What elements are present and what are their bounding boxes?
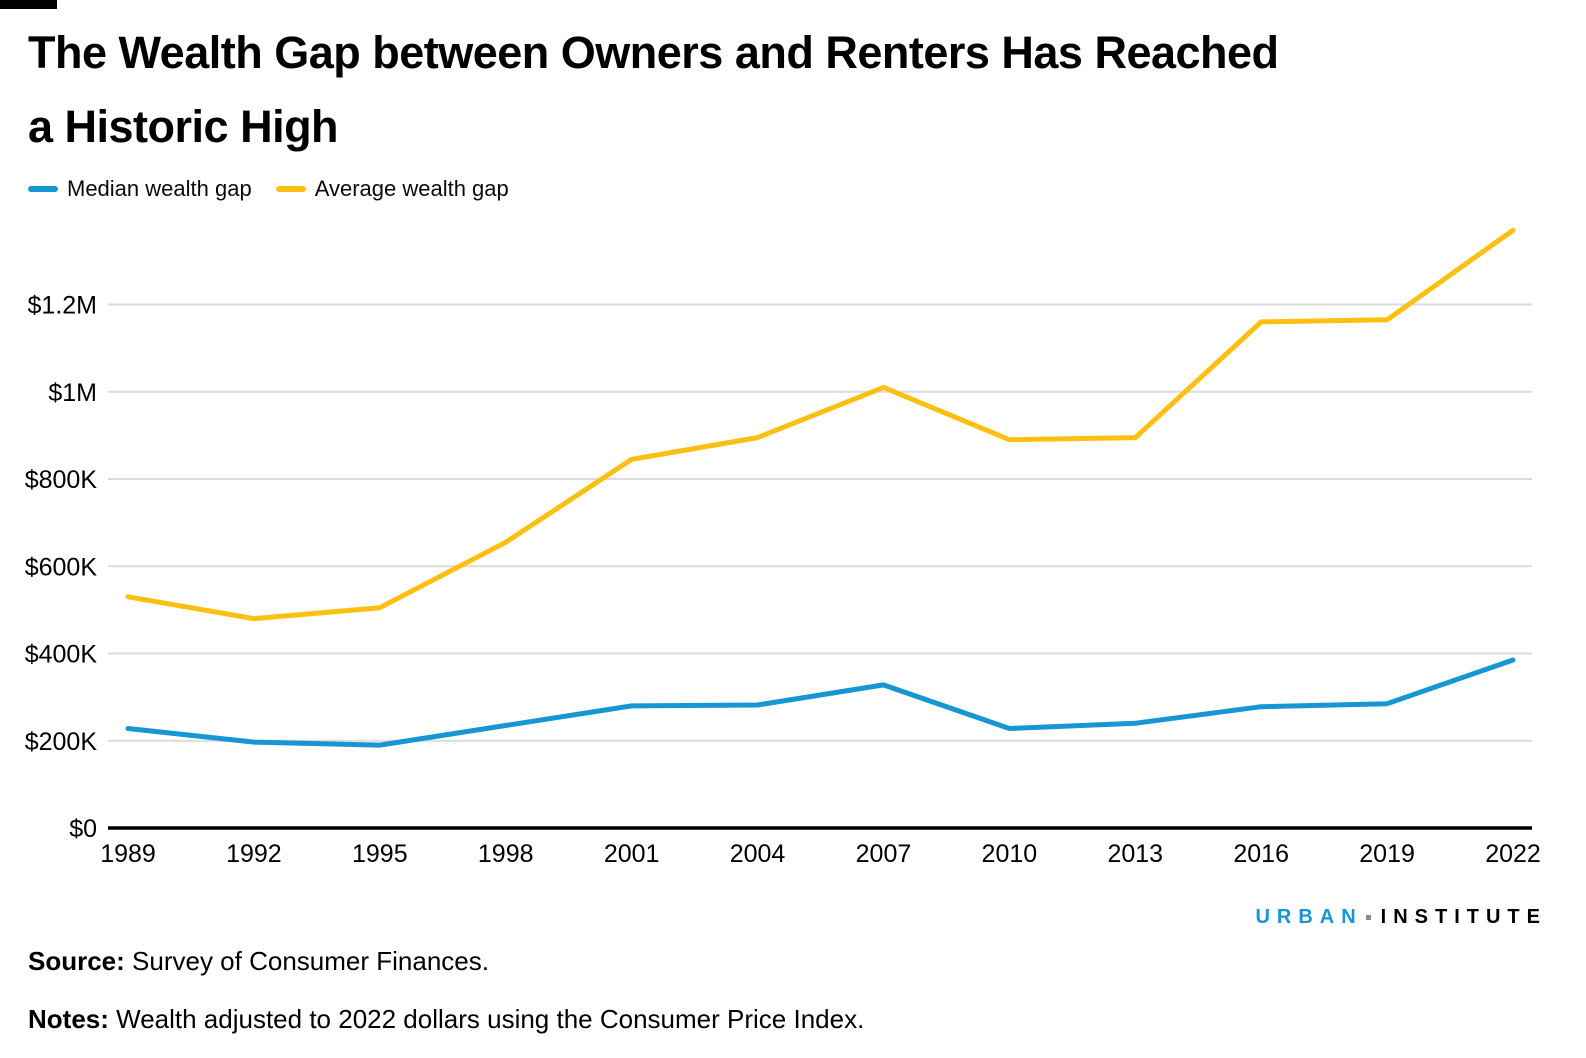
source-label: Source: [28, 946, 125, 976]
x-axis-tick-label: 2019 [1359, 840, 1415, 868]
x-axis-tick-label: 2013 [1107, 840, 1163, 868]
chart-title: The Wealth Gap between Owners and Renter… [28, 16, 1558, 164]
series-line-median [125, 657, 1516, 748]
y-axis-tick-label: $1.2M [28, 292, 97, 320]
top-left-accent-bar [0, 0, 57, 9]
y-axis-tick-label: $1M [48, 379, 97, 407]
y-axis-tick-label: $600K [25, 553, 98, 581]
median-line-swatch-icon [28, 186, 58, 192]
x-axis-tick-label: 2004 [730, 840, 786, 868]
logo-institute-text: INSTITUTE [1380, 906, 1547, 928]
y-axis-tick-label: $0 [69, 815, 97, 843]
x-axis-tick-label: 2016 [1233, 840, 1289, 868]
x-axis-tick-label: 2022 [1485, 840, 1541, 868]
series-line-average [125, 227, 1516, 622]
notes-note: Notes: Wealth adjusted to 2022 dollars u… [28, 1004, 864, 1035]
x-axis-tick-label: 1998 [478, 840, 534, 868]
legend-item-median: Median wealth gap [28, 176, 252, 202]
x-axis-tick-label: 2010 [982, 840, 1038, 868]
logo-separator-dot [1365, 915, 1371, 920]
x-axis-tick-label: 2001 [604, 840, 660, 868]
logo-urban-text: URBAN [1255, 906, 1363, 928]
chart-title-line1: The Wealth Gap between Owners and Renter… [28, 27, 1279, 78]
x-axis-tick-label: 1992 [226, 840, 282, 868]
source-text: Survey of Consumer Finances. [124, 946, 489, 976]
average-line-swatch-icon [275, 186, 306, 192]
y-axis-tick-label: $400K [25, 641, 98, 669]
legend-label-average: Average wealth gap [314, 176, 509, 201]
notes-label: Notes: [28, 1004, 109, 1034]
source-note: Source: Survey of Consumer Finances. [28, 946, 489, 977]
y-axis-tick-label: $800K [25, 466, 98, 494]
x-axis-tick-label: 1989 [100, 840, 156, 868]
chart-title-line2: a Historic High [28, 101, 339, 152]
x-axis-tick-label: 2007 [856, 840, 912, 868]
x-axis-tick-label: 1995 [352, 840, 408, 868]
legend: Median wealth gap Average wealth gap [28, 176, 509, 202]
legend-item-average: Average wealth gap [275, 176, 509, 202]
legend-label-median: Median wealth gap [67, 176, 252, 201]
notes-text: Wealth adjusted to 2022 dollars using th… [108, 1004, 865, 1034]
urban-institute-logo: URBAN INSTITUTE [1255, 906, 1547, 929]
y-axis-tick-label: $200K [25, 728, 98, 756]
